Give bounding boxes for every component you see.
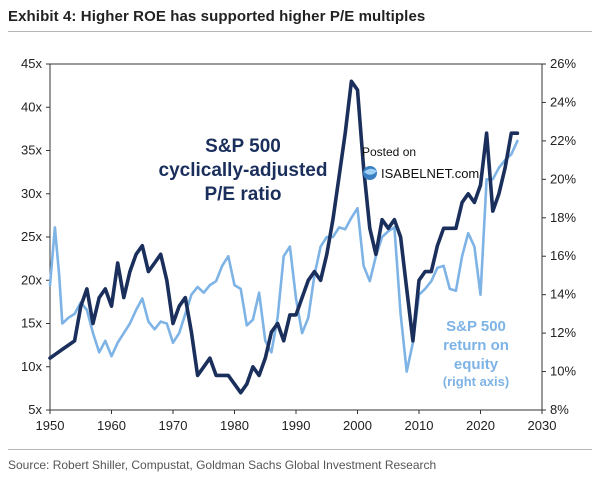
right-axis-tick-label: 20% <box>550 171 576 186</box>
source-note: Source: Robert Shiller, Compustat, Goldm… <box>8 458 437 472</box>
pe-annotation-line-1: S&P 500 <box>205 136 281 157</box>
roe-annotation-line-1: S&P 500 <box>446 318 506 335</box>
x-axis-tick-label: 2010 <box>405 418 434 433</box>
chart-title: Exhibit 4: Higher ROE has supported high… <box>8 8 426 25</box>
x-axis-tick-label: 1970 <box>159 418 188 433</box>
right-axis-tick-label: 16% <box>550 248 576 263</box>
pe-annotation: S&P 500 cyclically-adjusted P/E ratio <box>159 136 328 205</box>
watermark-line-1: Posted on <box>362 145 416 159</box>
title-divider <box>8 31 592 32</box>
left-axis-tick-label: 30x <box>21 186 42 201</box>
left-axis-tick-label: 45x <box>21 56 42 71</box>
x-axis-tick-label: 1960 <box>97 418 126 433</box>
pe-annotation-line-3: P/E ratio <box>204 184 281 205</box>
x-axis-tick-label: 2020 <box>466 418 495 433</box>
left-axis-tick-label: 40x <box>21 99 42 114</box>
left-axis-tick-label: 10x <box>21 359 42 374</box>
left-axis-tick-label: 15x <box>21 316 42 331</box>
right-axis-tick-label: 24% <box>550 94 576 109</box>
x-axis-tick-label: 2030 <box>528 418 557 433</box>
left-axis-tick-label: 5x <box>28 402 42 417</box>
left-axis-tick-label: 25x <box>21 229 42 244</box>
right-axis-tick-label: 10% <box>550 364 576 379</box>
chart-canvas: 5x 10x 15x 20x 25x 30x 35x 40x 45x 8% 10% 12% 14% 16%… <box>21 56 576 433</box>
x-axis-tick-label: 1990 <box>282 418 311 433</box>
x-axis-tick-label: 1950 <box>36 418 65 433</box>
roe-annotation: S&P 500 return on equity (right axis) <box>443 318 509 389</box>
roe-line <box>48 139 519 373</box>
right-axis-tick-label: 8% <box>550 402 569 417</box>
footer-divider <box>8 449 592 450</box>
roe-annotation-line-4: (right axis) <box>443 374 509 389</box>
right-axis-tick-label: 26% <box>550 56 576 71</box>
left-axis-tick-label: 20x <box>21 272 42 287</box>
chart-axes: 5x 10x 15x 20x 25x 30x 35x 40x 45x 8% 10% 12% 14% 16%… <box>21 56 576 433</box>
right-axis-tick-label: 12% <box>550 325 576 340</box>
pe-ratio-line <box>48 79 520 395</box>
watermark: Posted on ISABELNET.com <box>362 145 479 181</box>
left-axis-tick-label: 35x <box>21 143 42 158</box>
right-axis-tick-label: 18% <box>550 210 576 225</box>
x-axis-tick-label: 1980 <box>220 418 249 433</box>
watermark-logo-icon <box>363 166 377 180</box>
roe-annotation-line-2: return on <box>443 337 509 354</box>
right-axis-tick-label: 14% <box>550 287 576 302</box>
roe-annotation-line-3: equity <box>454 356 499 373</box>
watermark-line-2: ISABELNET.com <box>381 166 479 181</box>
pe-annotation-line-2: cyclically-adjusted <box>159 160 328 181</box>
chart-series <box>48 79 520 395</box>
x-axis-tick-label: 2000 <box>343 418 372 433</box>
right-axis-tick-label: 22% <box>550 133 576 148</box>
